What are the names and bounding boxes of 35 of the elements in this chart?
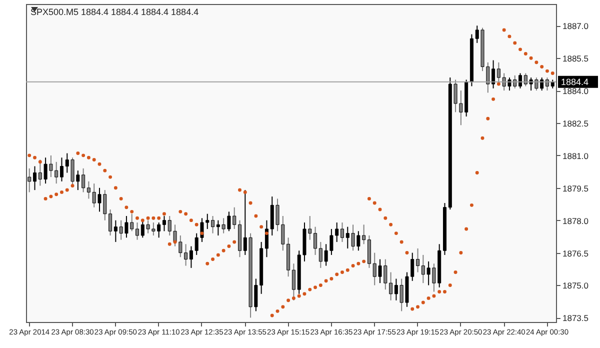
candlestick bbox=[367, 234, 371, 268]
y-tick-label: 1876.5 bbox=[562, 248, 589, 258]
candlestick bbox=[108, 209, 112, 236]
y-tick-label: 1875.0 bbox=[562, 280, 589, 291]
candlestick bbox=[114, 220, 118, 242]
candlestick bbox=[162, 216, 166, 232]
chart-title: SPX500.M5 1884.4 1884.4 1884.4 1884.4 bbox=[30, 7, 199, 17]
candlestick bbox=[292, 263, 296, 301]
candlestick bbox=[60, 157, 64, 182]
candlestick bbox=[184, 244, 188, 266]
ref-line-label: 1884.4 bbox=[561, 76, 589, 87]
candlestick bbox=[86, 180, 90, 200]
y-tick-label: 1873.5 bbox=[562, 313, 589, 324]
candlestick bbox=[189, 246, 193, 268]
candlestick bbox=[340, 222, 344, 242]
candlestick bbox=[264, 220, 268, 258]
candlestick bbox=[496, 62, 500, 85]
y-tick-label: 1878.0 bbox=[562, 216, 589, 226]
candlestick bbox=[314, 226, 318, 256]
y-tick-label: 1881.0 bbox=[562, 150, 589, 161]
candlestick bbox=[416, 248, 420, 273]
candlestick bbox=[518, 72, 522, 89]
candlestick bbox=[28, 168, 32, 193]
candlestick bbox=[492, 60, 496, 89]
candlestick bbox=[82, 168, 86, 193]
candlestick bbox=[136, 222, 140, 240]
candlestick bbox=[389, 272, 393, 301]
candlestick bbox=[211, 216, 215, 234]
y-tick-label: 1885.5 bbox=[562, 54, 589, 64]
candlestick bbox=[33, 166, 37, 191]
candlestick bbox=[394, 278, 398, 301]
y-tick-label: 1887.0 bbox=[562, 21, 589, 32]
y-tick-label: 1879.5 bbox=[562, 183, 589, 194]
y-tick-label: 1882.5 bbox=[562, 118, 589, 128]
y-tick-label: 1884.0 bbox=[562, 86, 589, 96]
